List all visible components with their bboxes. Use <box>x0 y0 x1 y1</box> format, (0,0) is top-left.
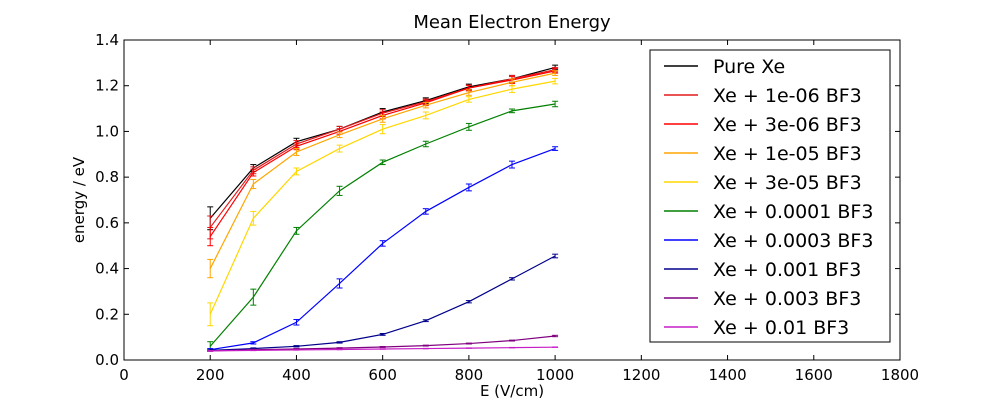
x-tick-label-5: 1000 <box>536 366 574 384</box>
legend-box <box>649 49 891 343</box>
plot-frame <box>123 39 901 361</box>
legend-label-8: Xe + 0.003 BF3 <box>713 288 861 310</box>
legend-label-2: Xe + 3e-06 BF3 <box>713 114 862 136</box>
legend-label-9: Xe + 0.01 BF3 <box>713 317 849 339</box>
legend-label-0: Pure Xe <box>713 56 785 78</box>
x-axis-title: E (V/cm) <box>480 382 544 400</box>
legend-label-1: Xe + 1e-06 BF3 <box>713 85 862 107</box>
legend-label-6: Xe + 0.0003 BF3 <box>713 230 873 252</box>
x-tick-label-8: 1600 <box>795 366 833 384</box>
y-axis-title: energy / eV <box>70 156 88 243</box>
y-tick-label-6: 1.2 <box>95 77 119 95</box>
y-tick-label-4: 0.8 <box>95 168 119 186</box>
legend-label-7: Xe + 0.001 BF3 <box>713 259 861 281</box>
y-tick-label-0: 0.0 <box>95 351 119 369</box>
y-tick-label-3: 0.6 <box>95 214 119 232</box>
tick-layer: 0 200 400 600 800 1000 1200 1400 1600 1800 0.0 0.2 0… <box>95 31 919 384</box>
legend-label-4: Xe + 3e-05 BF3 <box>713 172 862 194</box>
legend-label-3: Xe + 1e-05 BF3 <box>713 143 862 165</box>
x-tick-label-2: 400 <box>282 366 311 384</box>
y-tick-label-1: 0.2 <box>95 305 119 323</box>
x-tick-label-3: 600 <box>368 366 397 384</box>
plot-layer <box>207 64 559 352</box>
x-tick-label-1: 200 <box>196 366 225 384</box>
x-tick-label-7: 1400 <box>708 366 746 384</box>
x-tick-label-4: 800 <box>455 366 484 384</box>
x-tick-label-9: 1800 <box>881 366 919 384</box>
x-tick-label-0: 0 <box>119 366 129 384</box>
y-tick-label-7: 1.4 <box>95 31 119 49</box>
legend-label-5: Xe + 0.0001 BF3 <box>713 201 873 223</box>
chart-title: Mean Electron Energy <box>413 12 611 33</box>
legend: Pure Xe Xe + 1e-06 BF3 Xe + 3e-06 BF3 Xe + … <box>649 49 891 343</box>
y-tick-label-2: 0.4 <box>95 260 119 278</box>
y-tick-label-5: 1.0 <box>95 122 119 140</box>
x-tick-label-6: 1200 <box>622 366 660 384</box>
